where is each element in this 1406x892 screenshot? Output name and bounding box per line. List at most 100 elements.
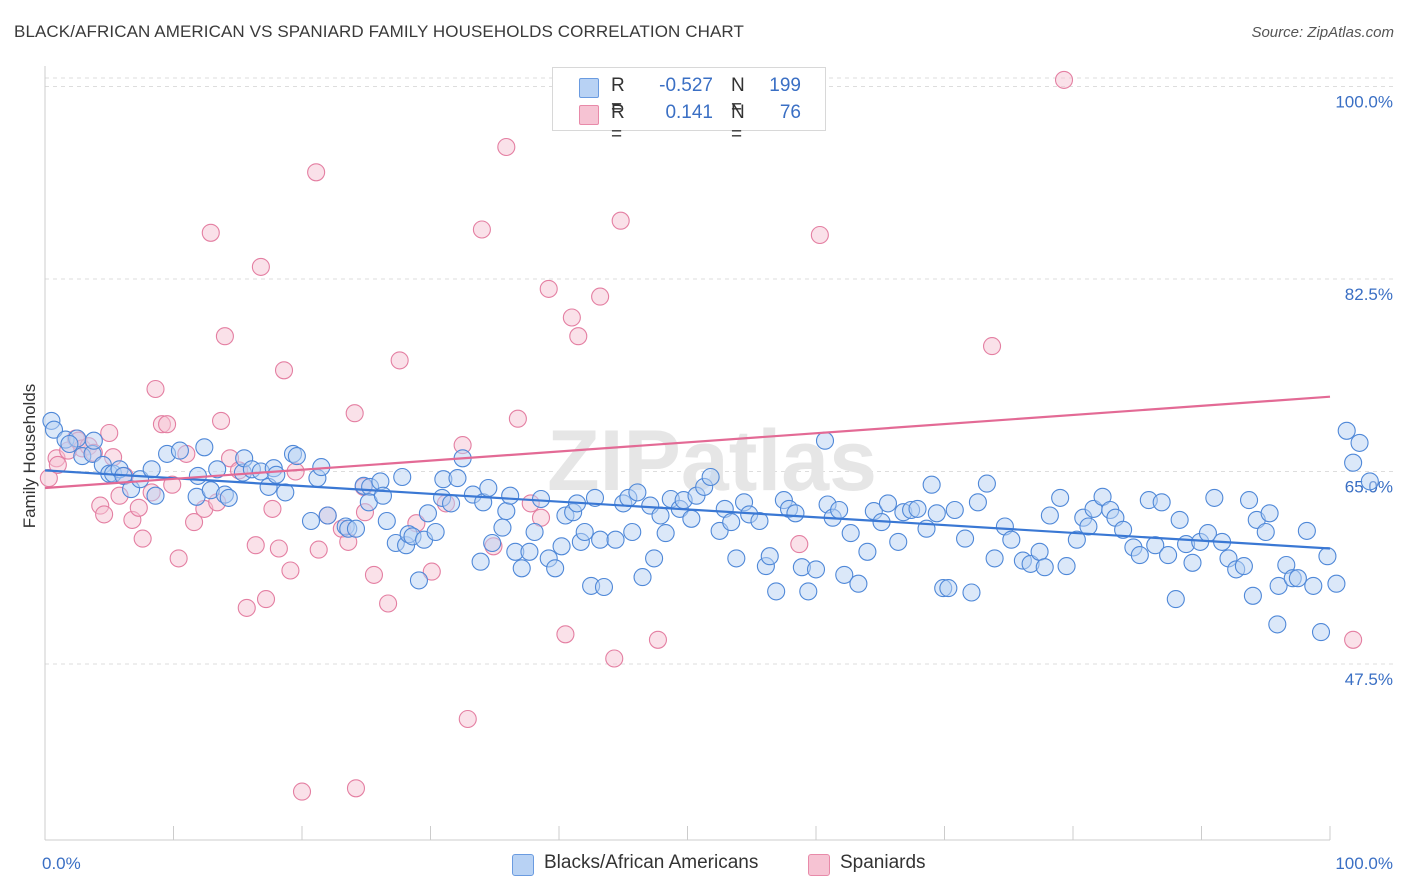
- blacks-point: [276, 483, 295, 502]
- spaniards-point: [458, 709, 477, 729]
- spaniards-point: [237, 598, 256, 617]
- spaniards-point: [569, 327, 588, 346]
- spaniards-point: [790, 535, 809, 554]
- blacks-point: [799, 582, 818, 601]
- spaniards-point: [163, 475, 182, 494]
- blacks-point: [878, 494, 898, 513]
- blacks-point: [409, 571, 428, 590]
- blacks-point: [927, 504, 946, 523]
- spaniards-point: [422, 562, 441, 581]
- blacks-point: [606, 530, 625, 549]
- blacks-point: [1260, 504, 1279, 523]
- blacks-point: [849, 574, 868, 593]
- axes: [44, 66, 1331, 841]
- legend-n-label: N =: [731, 75, 745, 118]
- y-axis-label: Family Households: [20, 384, 39, 529]
- blacks-point: [922, 475, 941, 494]
- spaniards-point: [269, 539, 288, 558]
- blacks-point: [1030, 542, 1049, 561]
- blacks-point: [956, 529, 975, 548]
- spaniards-point: [1054, 70, 1074, 89]
- blacks-point: [1183, 553, 1202, 572]
- blacks-point: [1079, 517, 1098, 536]
- blacks-point: [628, 483, 647, 502]
- spaniards-point: [246, 536, 265, 555]
- blacks-point: [1159, 546, 1178, 565]
- blacks-point: [722, 513, 741, 532]
- legend-n-label: N =: [731, 102, 745, 145]
- blacks-point: [142, 460, 161, 479]
- spaniards-point: [251, 257, 270, 276]
- blacks-point: [760, 547, 779, 566]
- blacks-point: [346, 519, 366, 538]
- spaniards-point: [281, 561, 300, 580]
- blacks-point: [512, 559, 531, 578]
- legend-label-spaniards: Spaniards: [840, 852, 926, 873]
- blacks-point: [1318, 547, 1337, 566]
- blacks-point: [750, 511, 769, 531]
- blacks-trend-line: [44, 469, 1331, 550]
- blacks-point: [841, 524, 860, 543]
- blacks-point: [1239, 491, 1259, 510]
- blacks-point: [651, 506, 670, 525]
- blacks-point: [1311, 623, 1331, 642]
- blacks-point: [497, 502, 516, 521]
- blacks-point: [1304, 576, 1323, 595]
- spaniards-point: [508, 409, 527, 428]
- blacks-point: [835, 565, 854, 584]
- blacks-point: [1344, 453, 1363, 472]
- blacks-point: [448, 469, 467, 488]
- spaniards-point: [611, 211, 630, 230]
- blacks-point: [1205, 488, 1224, 507]
- blacks-point: [1040, 506, 1059, 525]
- blacks-point: [1130, 546, 1149, 565]
- blacks-point: [318, 506, 337, 525]
- blacks-point: [501, 486, 520, 505]
- blacks-point: [146, 486, 165, 505]
- blacks-point: [682, 509, 701, 528]
- blacks-point: [426, 522, 445, 542]
- spaniards-point: [185, 513, 204, 532]
- spaniards-trend-line: [44, 395, 1331, 490]
- spaniards-point: [562, 308, 581, 327]
- blacks-point: [1152, 493, 1171, 512]
- blacks-point: [301, 511, 321, 531]
- legend-n-value: 76: [779, 102, 801, 123]
- blacks-point: [939, 579, 958, 598]
- blacks-point: [767, 582, 786, 601]
- spaniards-point: [274, 361, 294, 380]
- spaniards-point: [256, 590, 276, 609]
- blacks-point: [195, 438, 214, 457]
- blacks-point: [1234, 557, 1253, 576]
- blacks-point: [701, 467, 720, 487]
- blacks-point: [945, 500, 964, 520]
- spaniards-point: [307, 163, 326, 182]
- blacks-point: [1360, 472, 1379, 491]
- spaniards-point: [263, 499, 282, 518]
- legend-label-blacks: Blacks/African Americans: [544, 852, 759, 873]
- blacks-point: [1170, 510, 1189, 529]
- blacks-point: [1337, 421, 1356, 440]
- spaniards-point: [472, 220, 491, 239]
- spaniards-point: [129, 498, 148, 517]
- spaniards-point: [146, 379, 165, 399]
- spaniards-point: [982, 337, 1002, 356]
- blacks-point: [442, 494, 461, 513]
- spaniards-point: [158, 415, 177, 434]
- spaniards-point: [810, 225, 829, 245]
- blacks-point: [968, 493, 987, 512]
- blacks-point: [377, 511, 396, 531]
- blacks-point: [525, 522, 544, 542]
- blacks-point: [1146, 536, 1165, 555]
- spaniards-point: [215, 327, 234, 346]
- y-tick-label: 47.5%: [1345, 670, 1393, 689]
- blacks-point: [1297, 521, 1316, 540]
- blacks-point: [633, 568, 652, 587]
- blacks-point: [267, 465, 286, 484]
- blacks-point: [170, 441, 189, 460]
- spaniards-point: [591, 287, 610, 306]
- blacks-point: [591, 530, 610, 549]
- source-label: Source: ZipAtlas.com: [1251, 24, 1394, 41]
- blacks-point: [727, 549, 746, 568]
- spaniards-point: [556, 625, 575, 644]
